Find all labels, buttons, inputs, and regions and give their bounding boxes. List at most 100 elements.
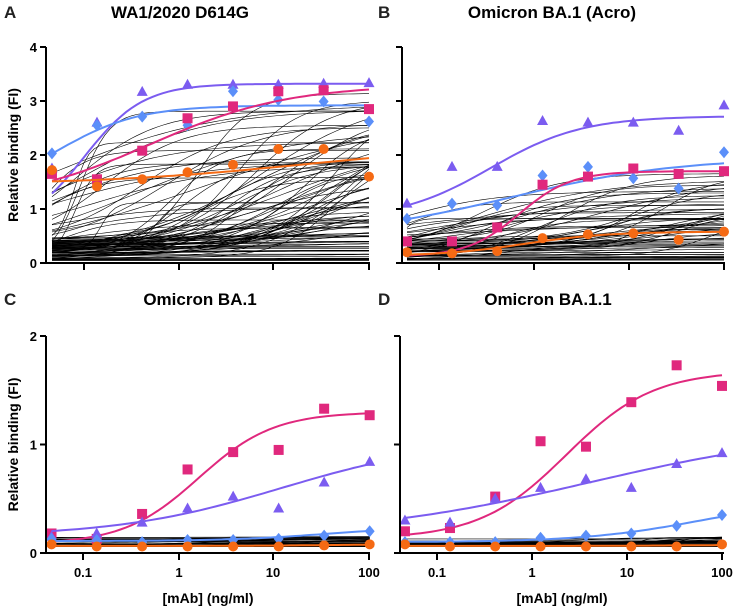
blue-diamond-point xyxy=(673,182,684,195)
orange-circle-point xyxy=(273,541,284,552)
purple-triangle-point xyxy=(673,124,685,135)
orange-circle-point xyxy=(227,159,238,170)
panel-D: D Omicron BA.1.1 0.1 1 10 100 [mAb] (ng/ml) xyxy=(378,290,733,606)
background-curve xyxy=(51,163,369,249)
background-curve xyxy=(52,139,370,243)
background-curve xyxy=(51,150,369,189)
pink-square-point xyxy=(319,403,330,414)
pink-fit-curve xyxy=(404,374,723,536)
pink-square-point xyxy=(227,101,238,112)
pink-square-point xyxy=(318,85,329,96)
blue-diamond-point xyxy=(537,169,548,182)
background-curve xyxy=(51,207,369,226)
background-curve xyxy=(51,235,369,247)
orange-circle-point xyxy=(671,541,682,552)
background-curve xyxy=(406,213,725,233)
pink-square-point xyxy=(535,436,546,447)
background-curve xyxy=(51,219,369,243)
blue-diamond-point xyxy=(364,115,374,128)
orange-circle-point xyxy=(273,144,284,155)
x-tick-label: 0.1 xyxy=(74,565,92,580)
background-curve xyxy=(406,205,724,238)
purple-triangle-point xyxy=(671,458,683,469)
pink-square-point xyxy=(137,145,148,156)
background-curve xyxy=(51,162,370,240)
background-curve xyxy=(406,192,724,254)
purple-triangle-point xyxy=(364,455,376,466)
orange-circle-point xyxy=(444,541,455,552)
y-tick-label: 1 xyxy=(30,202,37,217)
blue-diamond-point xyxy=(492,199,503,212)
background-curve xyxy=(51,111,370,194)
orange-fit-curve xyxy=(51,543,370,547)
y-tick-label: 0 xyxy=(30,546,37,561)
blue-diamond-point xyxy=(91,119,102,132)
purple-triangle-point xyxy=(318,476,330,487)
orange-circle-point xyxy=(364,171,374,182)
y-tick-label: 2 xyxy=(30,329,37,344)
purple-triangle-point xyxy=(582,116,594,127)
background-curve xyxy=(406,191,724,217)
panel-title: Omicron BA.1 xyxy=(143,290,256,309)
orange-circle-point xyxy=(446,248,457,259)
blue-diamond-point xyxy=(319,529,330,542)
purple-triangle-point xyxy=(625,481,637,492)
blue-diamond-point xyxy=(137,110,148,123)
background-curve xyxy=(406,181,725,238)
background-curve xyxy=(407,231,725,257)
purple-triangle-point xyxy=(136,516,148,527)
y-axis-label: Relative binding (FI) xyxy=(5,88,21,222)
blue-diamond-point xyxy=(671,519,682,532)
background-curve xyxy=(51,136,370,225)
series-blue xyxy=(46,85,374,160)
purple-fit-curve xyxy=(406,115,724,207)
blue-diamond-point xyxy=(273,532,284,545)
series-pink xyxy=(401,163,729,257)
series-pink xyxy=(399,360,727,537)
orange-circle-point xyxy=(91,181,102,192)
background-curves xyxy=(51,93,370,261)
background-curve xyxy=(52,219,370,242)
orange-circle-point xyxy=(719,226,729,237)
orange-circle-point xyxy=(137,541,148,552)
orange-circle-point xyxy=(399,539,410,550)
panel-B: B Omicron BA.1 (Acro) xyxy=(378,3,730,270)
series-orange xyxy=(46,539,375,552)
y-tick-label: 1 xyxy=(30,438,37,453)
orange-circle-point xyxy=(364,539,375,550)
background-curve xyxy=(51,222,369,240)
blue-fit-curve xyxy=(406,162,725,220)
background-curve xyxy=(51,236,369,239)
background-curve xyxy=(51,142,369,236)
pink-square-point xyxy=(137,508,148,519)
pink-fit-curve xyxy=(51,88,370,182)
orange-circle-point xyxy=(673,234,684,245)
pink-square-point xyxy=(401,236,412,247)
x-tick-label: 100 xyxy=(711,565,733,580)
background-curve xyxy=(51,106,370,174)
pink-square-point xyxy=(273,86,284,97)
pink-square-point xyxy=(537,179,548,190)
background-curve xyxy=(51,125,370,220)
orange-circle-point xyxy=(318,144,329,155)
orange-circle-point xyxy=(401,247,412,258)
background-curve xyxy=(52,187,370,251)
x-tick-label: 100 xyxy=(358,565,380,580)
background-curve xyxy=(406,218,724,240)
orange-circle-point xyxy=(492,246,503,257)
background-curve xyxy=(406,197,725,233)
pink-square-point xyxy=(444,523,455,534)
purple-fit-curve xyxy=(51,82,369,195)
background-curve xyxy=(51,536,370,538)
purple-triangle-point xyxy=(273,502,285,513)
x-tick-label: 0.1 xyxy=(428,565,446,580)
pink-square-point xyxy=(364,410,375,421)
background-curve xyxy=(51,207,369,233)
background-curve xyxy=(51,124,370,235)
background-curve xyxy=(407,255,724,259)
background-curve xyxy=(406,225,724,238)
background-curve xyxy=(51,542,370,544)
background-curves xyxy=(406,173,725,261)
orange-circle-point xyxy=(319,540,330,551)
pink-square-point xyxy=(364,104,374,115)
